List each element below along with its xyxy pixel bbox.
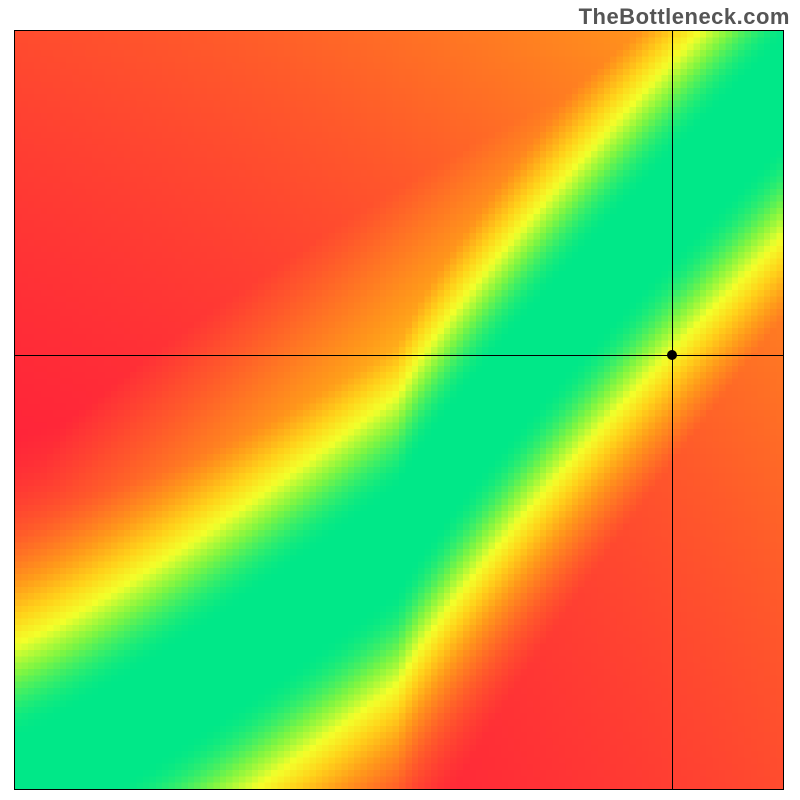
chart-container: TheBottleneck.com: [0, 0, 800, 800]
watermark-text: TheBottleneck.com: [579, 4, 790, 30]
heatmap-canvas: [15, 31, 783, 789]
crosshair-marker: [667, 350, 677, 360]
crosshair-vertical: [672, 31, 673, 789]
